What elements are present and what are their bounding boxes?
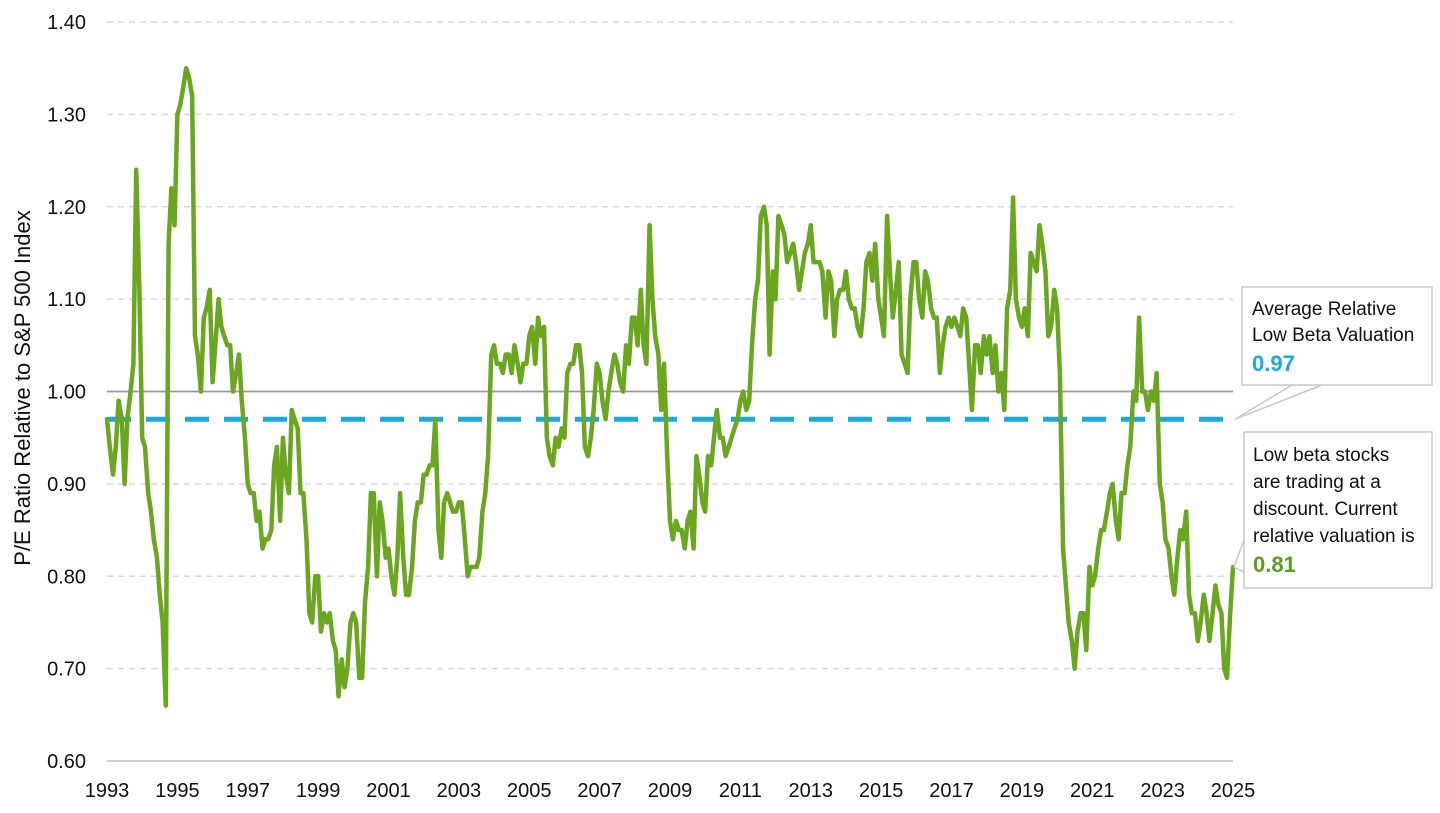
- reference-lines: [107, 390, 1233, 422]
- y-tick-label: 0.60: [47, 751, 86, 773]
- x-tick-label: 2003: [437, 780, 482, 802]
- average-callout-value: 0.97: [1252, 351, 1295, 376]
- x-tick-label: 2015: [859, 780, 904, 802]
- y-tick-label: 1.20: [47, 197, 86, 219]
- average-callout-text: Low Beta Valuation: [1252, 325, 1414, 346]
- y-tick-label: 1.40: [47, 12, 86, 34]
- current-callout-pointer: [1233, 539, 1245, 573]
- current-callout-text: Low beta stocks: [1253, 445, 1389, 466]
- y-axis-label: P/E Ratio Relative to S&P 500 Index: [10, 210, 35, 565]
- current-callout-text: discount. Current: [1253, 499, 1398, 520]
- average-callout-pointer: [1234, 384, 1323, 420]
- x-tick-label: 2019: [1000, 780, 1045, 802]
- x-tick-label: 1999: [296, 780, 341, 802]
- y-tick-label: 0.70: [47, 659, 86, 681]
- x-tick-label: 1997: [226, 780, 271, 802]
- x-tick-label: 2021: [1070, 780, 1115, 802]
- x-tick-label: 2025: [1211, 780, 1256, 802]
- series-line-0: [104, 65, 1236, 708]
- x-axis-ticks: 1993 1995 1997 1999 2001 2003 2005 2007 2009 2011…: [85, 780, 1256, 802]
- current-callout-text: relative valuation is: [1253, 526, 1415, 547]
- y-axis-ticks: 1.40 1.30 1.20 1.10 1.00 0.90 0.80 0.70 0.60: [47, 12, 86, 773]
- y-tick-label: 1.10: [47, 289, 86, 311]
- average-callout-box: [1241, 286, 1433, 386]
- current-callout-box: [1243, 431, 1433, 589]
- annotations: Average Relative Low Beta Valuation 0.97 Lo…: [1233, 286, 1433, 589]
- x-tick-label: 2007: [577, 780, 622, 802]
- x-tick-label: 2009: [648, 780, 693, 802]
- average-callout-text: Average Relative: [1252, 299, 1396, 320]
- y-tick-label: 1.30: [47, 104, 86, 126]
- x-tick-label: 2013: [789, 780, 834, 802]
- current-callout-value: 0.81: [1253, 552, 1296, 577]
- series-group: [104, 65, 1236, 708]
- x-tick-label: 1993: [85, 780, 130, 802]
- y-tick-label: 1.00: [47, 382, 86, 404]
- current-callout-text: are trading at a: [1253, 472, 1381, 493]
- y-tick-label: 0.90: [47, 474, 86, 496]
- x-tick-label: 2017: [929, 780, 974, 802]
- x-tick-label: 2023: [1140, 780, 1185, 802]
- y-tick-label: 0.80: [47, 566, 86, 588]
- x-tick-label: 2005: [507, 780, 552, 802]
- x-tick-label: 2001: [366, 780, 411, 802]
- x-tick-label: 1995: [155, 780, 200, 802]
- x-tick-label: 2011: [719, 780, 762, 802]
